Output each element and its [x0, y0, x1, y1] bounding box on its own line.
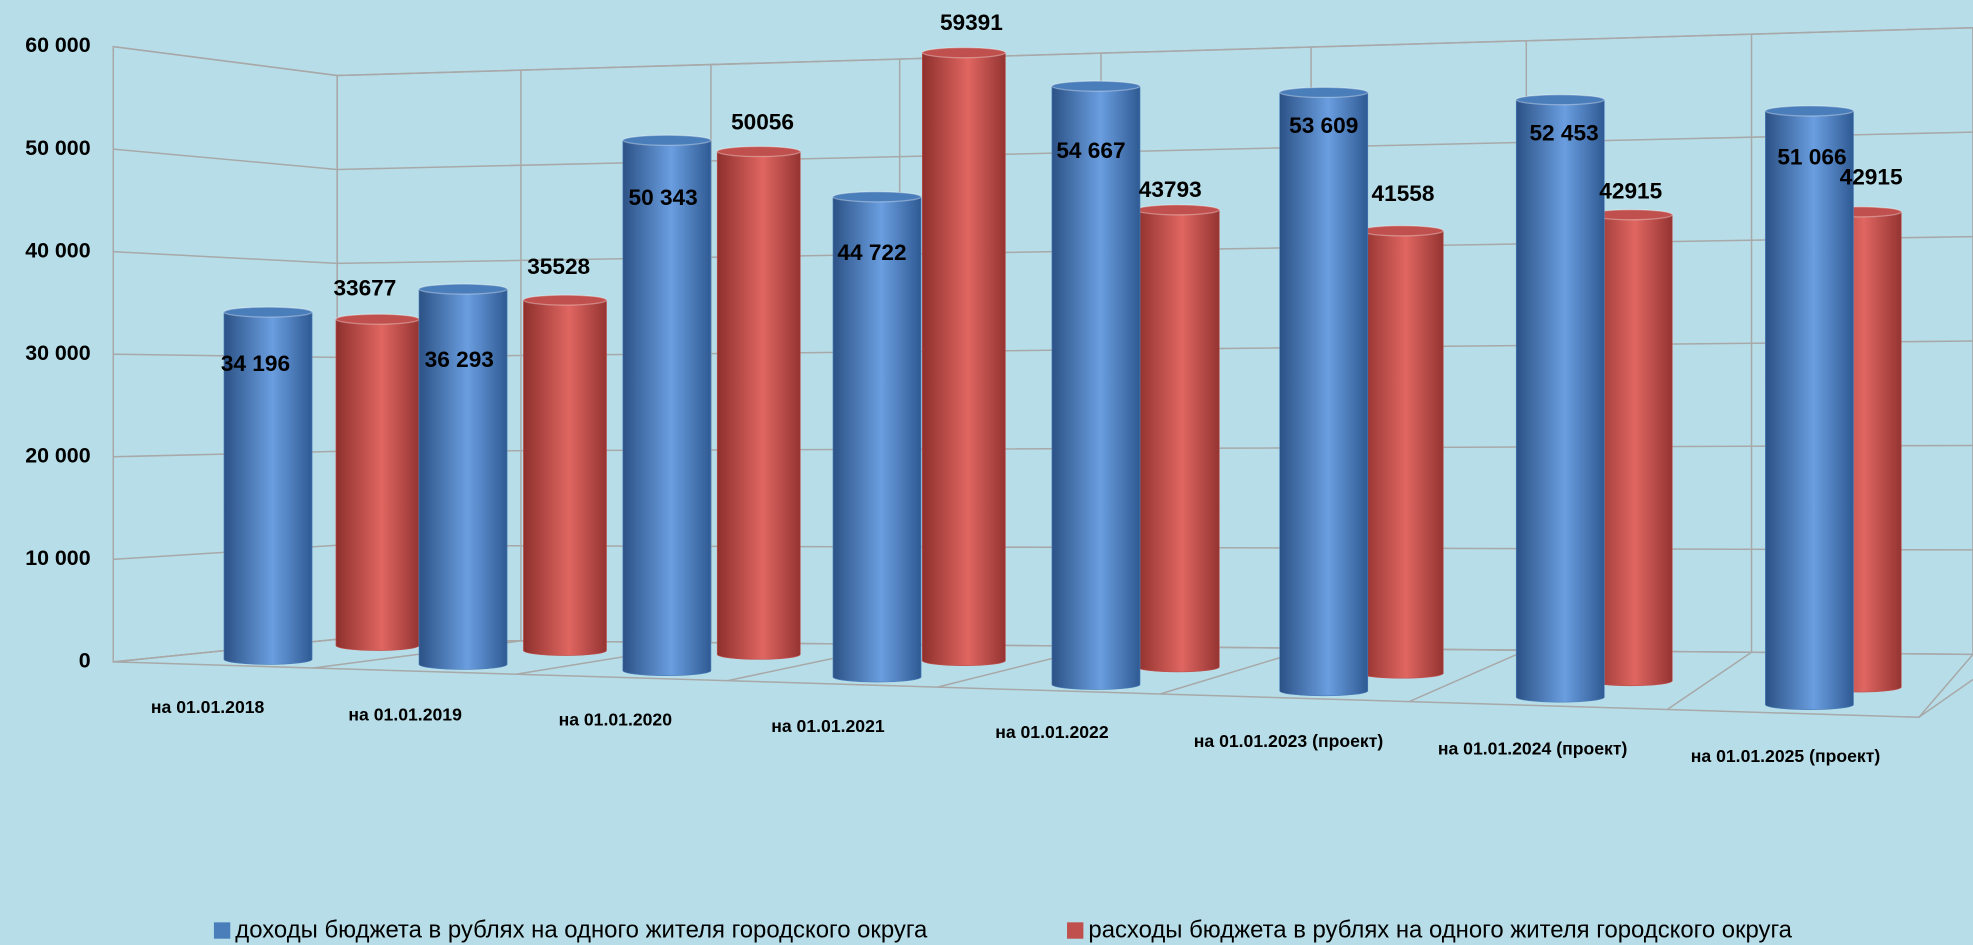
bar-top [1051, 80, 1141, 92]
bar [1051, 85, 1141, 690]
x-tick-label: на 01.01.2018 [151, 697, 265, 717]
x-tick-label: на 01.01.2023 (проект) [1194, 731, 1383, 751]
data-label: 54 667 [1056, 138, 1125, 163]
x-tick-label: на 01.01.2024 (проект) [1438, 739, 1627, 759]
legend-swatch [1067, 922, 1084, 939]
data-label: 43793 [1139, 177, 1202, 202]
floor-divider [1666, 651, 1752, 711]
data-label: 41558 [1372, 181, 1435, 206]
bar [523, 299, 607, 656]
grid-line [113, 235, 1973, 265]
x-tick-label: на 01.01.2025 (проект) [1691, 746, 1880, 766]
bar [1279, 92, 1369, 697]
bar-top [1764, 105, 1855, 117]
bar-top [1515, 94, 1605, 106]
bar-top [1279, 86, 1369, 99]
data-label: 53 609 [1289, 113, 1358, 138]
y-tick-label: 60 000 [25, 33, 90, 57]
data-label: 42915 [1840, 165, 1903, 190]
bar-top [921, 47, 1007, 59]
bar-top [832, 191, 922, 203]
legend-label: расходы бюджета в рублях на одного жител… [1088, 916, 1792, 943]
y-tick-label: 40 000 [25, 238, 90, 262]
x-tick-label: на 01.01.2020 [559, 710, 673, 730]
bars [223, 47, 1902, 711]
y-tick-label: 20 000 [25, 443, 90, 467]
bar [418, 288, 508, 670]
bar [622, 139, 712, 677]
y-tick-label: 0 [79, 649, 91, 673]
bar [335, 318, 420, 651]
y-tick-label: 10 000 [25, 546, 90, 570]
bar [1135, 209, 1220, 673]
bar [1515, 99, 1605, 703]
grid-line [113, 26, 1973, 77]
grid-line [113, 131, 1973, 171]
floor-divider [1918, 653, 1973, 718]
data-label: 36 293 [425, 347, 494, 372]
labels: 0 10 000 20 000 30 000 40 000 50 000 60 000 на … [25, 10, 1902, 944]
bar-top [716, 145, 801, 158]
y-tick-label: 30 000 [25, 341, 90, 365]
data-label: 34 196 [221, 351, 290, 376]
data-label: 50056 [731, 109, 794, 134]
bar-top [223, 306, 313, 318]
legend-label: доходы бюджета в рублях на одного жителя… [235, 916, 928, 943]
bar [922, 52, 1006, 666]
data-label: 59391 [940, 10, 1003, 35]
data-label: 35528 [527, 254, 590, 279]
data-label: 50 343 [629, 185, 698, 210]
bar-top [522, 294, 608, 306]
bar [716, 151, 801, 660]
data-label: 42915 [1599, 179, 1662, 204]
bar-top [418, 283, 508, 295]
bar [832, 196, 922, 683]
legend-swatch [213, 922, 231, 939]
x-tick-label: на 01.01.2019 [348, 705, 462, 725]
data-label: 44 722 [837, 240, 906, 265]
data-label: 33677 [333, 275, 396, 300]
bar-top [335, 313, 420, 325]
bar [1359, 230, 1444, 679]
floor-divider [1408, 649, 1527, 703]
bar [1765, 110, 1854, 711]
y-tick-label: 50 000 [25, 136, 90, 160]
bar-top [622, 134, 712, 146]
x-tick-label: на 01.01.2021 [771, 716, 885, 736]
data-label: 52 453 [1529, 121, 1598, 146]
x-tick-label: на 01.01.2022 [995, 722, 1109, 742]
bar [223, 311, 313, 665]
bar-top [1135, 204, 1220, 216]
data-label: 51 066 [1777, 145, 1846, 170]
bar-top [1359, 225, 1444, 237]
